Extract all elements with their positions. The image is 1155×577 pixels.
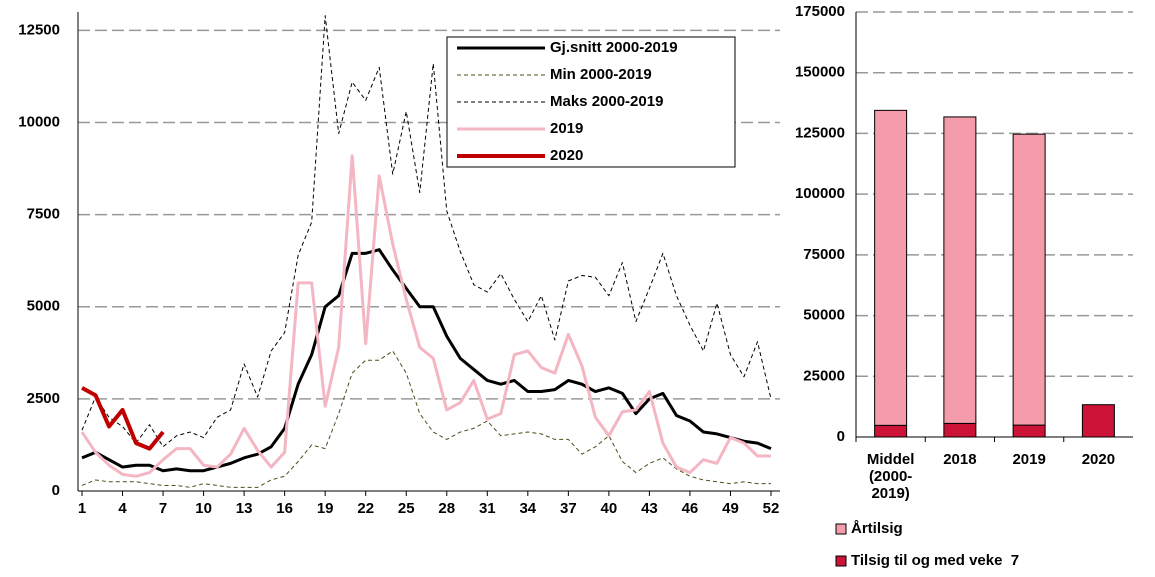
series-line	[81, 248, 772, 473]
bar	[874, 424, 908, 438]
y-tick-label: 12500	[18, 21, 60, 38]
y-tick-label: 175000	[795, 3, 845, 20]
legend-label: Min 2000-2019	[550, 66, 652, 83]
x-tick-label: 31	[479, 500, 496, 517]
y-tick-label: 5000	[27, 298, 60, 315]
bar	[874, 109, 908, 426]
x-tick-label: 1	[78, 500, 86, 517]
y-tick-label: 2500	[27, 390, 60, 407]
y-tick-label: 0	[837, 428, 845, 445]
x-tick-label: 46	[682, 500, 699, 517]
y-tick-label: 25000	[803, 367, 845, 384]
y-tick-label: 0	[52, 482, 60, 499]
x-tick-label: 2018	[943, 451, 977, 468]
bar	[1081, 404, 1115, 438]
x-tick-label: 40	[601, 500, 618, 517]
x-tick-label: 37	[560, 500, 577, 517]
x-tick-label: 4	[118, 500, 127, 517]
x-tick-label: 22	[357, 500, 374, 517]
x-tick-label: 43	[641, 500, 658, 517]
legend-label: Maks 2000-2019	[550, 93, 663, 110]
x-tick-label: 25	[398, 500, 415, 517]
x-tick-label: Middel (2000- 2019)	[866, 451, 915, 502]
legend-label: 2020	[550, 147, 583, 164]
y-tick-label: 10000	[18, 114, 60, 131]
y-tick-label: 125000	[795, 124, 845, 141]
x-tick-label: 49	[722, 500, 739, 517]
series-line	[81, 350, 771, 488]
x-tick-label: 28	[438, 500, 455, 517]
legend-label: Gj.snitt 2000-2019	[550, 39, 678, 56]
bar	[1012, 133, 1046, 426]
x-tick-label: 10	[195, 500, 212, 517]
x-tick-label: 34	[519, 500, 536, 517]
series-line	[81, 15, 772, 448]
bar	[1012, 424, 1046, 438]
x-tick-label: 2020	[1081, 451, 1116, 468]
y-tick-label: 75000	[803, 246, 845, 263]
x-tick-label: 7	[159, 500, 167, 517]
legend-swatch	[835, 523, 847, 535]
y-tick-label: 7500	[27, 206, 60, 223]
x-tick-label: 19	[317, 500, 334, 517]
bar	[943, 422, 977, 438]
legend-label: 2019	[550, 120, 583, 137]
x-tick-label: 2019	[1012, 451, 1046, 468]
series-line	[81, 386, 165, 451]
y-tick-label: 100000	[795, 185, 845, 202]
y-tick-label: 50000	[803, 307, 845, 324]
bar	[943, 116, 977, 424]
series-line	[80, 154, 771, 478]
x-tick-label: 52	[763, 500, 780, 517]
y-tick-label: 150000	[795, 64, 845, 81]
x-tick-label: 16	[276, 500, 293, 517]
legend-label: Tilsig til og med veke 7	[851, 552, 1019, 569]
legend-swatch	[835, 555, 847, 567]
x-tick-label: 13	[236, 500, 253, 517]
legend-label: Årtilsig	[851, 520, 903, 537]
